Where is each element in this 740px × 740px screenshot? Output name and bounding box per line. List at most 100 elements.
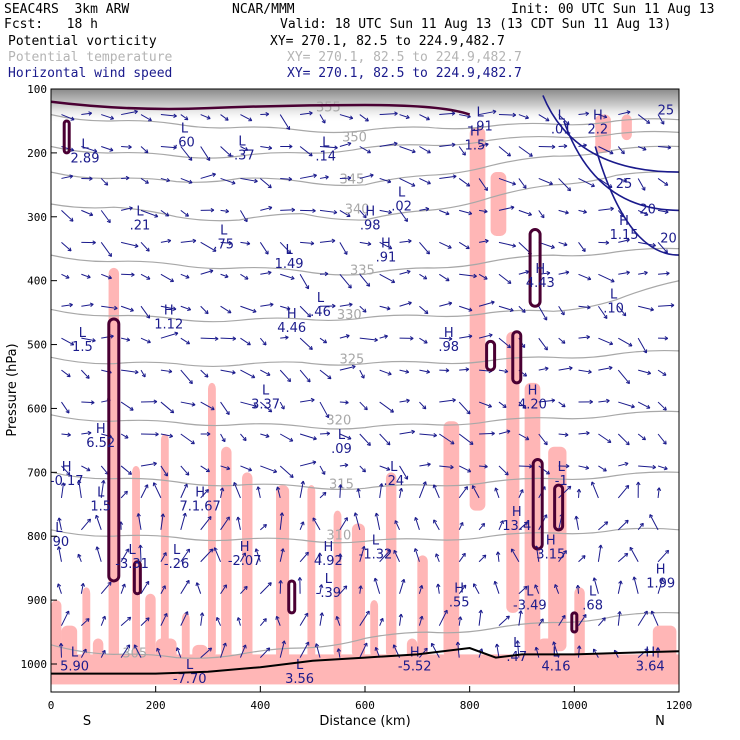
- wind-vector: [498, 430, 511, 435]
- wind-vector: [439, 399, 456, 403]
- wind-arrowhead: [254, 178, 258, 184]
- pv-extremum-marker: L: [477, 106, 485, 121]
- wind-vector: [478, 648, 483, 658]
- wind-vector: [618, 337, 633, 347]
- wind-arrowhead: [662, 371, 667, 376]
- wind-vector: [419, 177, 431, 185]
- wind-vector: [598, 433, 612, 443]
- wind-vector: [81, 401, 95, 404]
- wind-arrowhead: [346, 213, 351, 217]
- wind-arrowhead: [495, 551, 501, 556]
- wind-vector: [414, 548, 420, 562]
- wind-vector: [399, 614, 402, 626]
- wind-arrowhead: [356, 488, 361, 492]
- wind-arrowhead: [145, 580, 150, 585]
- wind-arrowhead: [543, 441, 548, 446]
- wind-vector: [153, 482, 162, 499]
- wind-arrowhead: [567, 485, 572, 490]
- wind-vector: [160, 177, 170, 182]
- wind-vector: [439, 175, 457, 179]
- wind-vector: [578, 555, 586, 563]
- valid-time: Valid: 18 UTC Sun 11 Aug 13 (13 CDT Sun …: [280, 17, 672, 32]
- wind-vector: [319, 273, 329, 275]
- wind-vector: [180, 337, 190, 345]
- wind-arrowhead: [636, 481, 641, 486]
- wind-arrowhead: [174, 331, 179, 336]
- wind-arrowhead: [67, 247, 72, 252]
- wind-vector: [240, 369, 255, 379]
- wind-arrowhead: [423, 647, 428, 652]
- pv-shading-patch: [221, 446, 232, 664]
- wind-arrowhead: [419, 585, 424, 589]
- wind-vector: [176, 647, 182, 658]
- theta-contour: [51, 145, 679, 187]
- field-xy-theta: XY= 270.1, 82.5 to 224.9,482.7: [287, 50, 522, 65]
- wind-vector: [319, 240, 336, 243]
- wind-arrowhead: [465, 245, 470, 250]
- wind-vector: [279, 548, 284, 562]
- wind-arrowhead: [574, 515, 579, 520]
- pv-extremum-value: 3.37: [251, 397, 280, 412]
- wind-vector: [240, 114, 253, 121]
- wind-arrowhead: [94, 514, 100, 519]
- wind-arrowhead: [423, 339, 428, 344]
- wind-arrowhead: [204, 373, 209, 378]
- wind-arrowhead: [82, 648, 87, 653]
- wind-vector: [120, 433, 129, 439]
- wind-vector: [319, 209, 337, 214]
- wind-vector: [160, 305, 177, 310]
- wind-arrowhead: [656, 487, 662, 492]
- wind-arrowhead: [172, 306, 177, 311]
- wind-arrowhead: [455, 641, 461, 646]
- wind-vector: [458, 433, 474, 445]
- wind-arrowhead: [156, 647, 161, 652]
- wind-arrowhead: [609, 150, 614, 155]
- pv-extremum-value: 3.56: [285, 672, 314, 687]
- wind-arrowhead: [300, 521, 305, 526]
- wind-vector: [299, 146, 313, 157]
- wind-arrowhead: [426, 369, 431, 374]
- wind-arrowhead: [466, 182, 471, 187]
- wind-vector: [617, 485, 630, 499]
- wind-arrowhead: [69, 174, 74, 179]
- wind-arrowhead: [524, 521, 529, 526]
- pv-extremum-value: 3.64: [636, 659, 665, 674]
- wind-vector: [458, 146, 466, 156]
- pv-extremum-marker: H: [546, 534, 556, 549]
- pv-extremum-value: .98: [438, 340, 459, 355]
- wind-vector: [578, 209, 587, 213]
- wind-arrowhead: [405, 369, 410, 374]
- wind-vector: [180, 369, 193, 384]
- wind-vector: [200, 173, 216, 179]
- pv-extremum-value: 4.20: [518, 397, 547, 412]
- wind-arrowhead: [605, 240, 610, 245]
- pv-extremum-value: -1.32: [359, 548, 393, 563]
- pv-extremum-value: .01: [551, 123, 572, 138]
- wind-vector: [435, 553, 440, 562]
- wind-arrowhead: [366, 282, 371, 287]
- pv-extremum-value: .98: [360, 219, 381, 234]
- wind-arrowhead: [221, 438, 226, 443]
- wind-arrowhead: [411, 429, 416, 435]
- wind-arrowhead: [384, 334, 388, 339]
- wind-arrowhead: [407, 301, 412, 306]
- wind-arrowhead: [581, 555, 586, 560]
- theta-contour: [51, 349, 679, 368]
- wind-vector: [399, 465, 408, 480]
- wind-vector: [578, 432, 590, 435]
- wind-vector: [220, 584, 227, 594]
- pv-extremum-value: 4.16: [542, 659, 571, 674]
- wind-arrowhead: [494, 487, 499, 492]
- pv-extremum-marker: H: [195, 486, 205, 501]
- wind-arrowhead: [473, 273, 477, 279]
- wind-arrowhead: [108, 275, 112, 280]
- wind-speed-contour: [594, 146, 679, 256]
- wind-vector: [319, 369, 332, 380]
- wind-vector: [598, 208, 614, 211]
- wind-arrowhead: [443, 609, 448, 614]
- wind-arrowhead: [624, 519, 629, 524]
- wind-arrowhead: [430, 642, 435, 647]
- wind-arrowhead: [173, 113, 177, 119]
- wind-vector: [140, 337, 151, 343]
- pv-extremum-value: -3.49: [513, 599, 547, 614]
